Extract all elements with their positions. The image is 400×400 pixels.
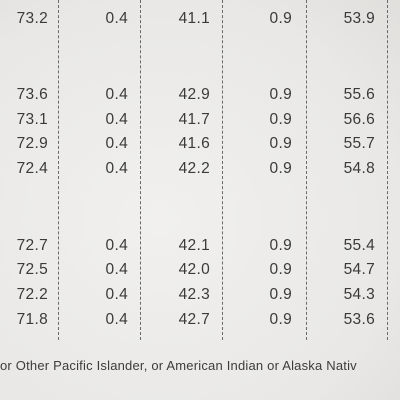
table-cell: 0.4 bbox=[105, 237, 128, 254]
table-cell: 55.7 bbox=[343, 135, 375, 152]
table-row: 72.9 0.4 41.6 0.9 55.7 bbox=[0, 133, 400, 155]
table-cell: 54.8 bbox=[343, 160, 375, 177]
table-cell: 53.9 bbox=[343, 10, 375, 27]
table-row: 71.8 0.4 42.7 0.9 53.6 bbox=[0, 309, 400, 331]
table-cell: 0.9 bbox=[269, 160, 292, 177]
table-cell: 0.4 bbox=[105, 135, 128, 152]
table-cell: 54.3 bbox=[343, 286, 375, 303]
column-divider bbox=[306, 0, 307, 340]
footnote: or Other Pacific Islander, or American I… bbox=[0, 358, 357, 373]
table-cell: 71.8 bbox=[16, 311, 48, 328]
table-cell: 56.6 bbox=[343, 111, 375, 128]
table-cell: 54.7 bbox=[343, 261, 375, 278]
table-cell: 42.3 bbox=[178, 286, 210, 303]
table-cell: 0.4 bbox=[105, 160, 128, 177]
table-cell: 0.9 bbox=[269, 10, 292, 27]
table-row: 72.4 0.4 42.2 0.9 54.8 bbox=[0, 158, 400, 180]
table-row: 73.6 0.4 42.9 0.9 55.6 bbox=[0, 84, 400, 106]
column-divider bbox=[140, 0, 141, 340]
column-divider bbox=[387, 0, 388, 340]
table-cell: 55.6 bbox=[343, 86, 375, 103]
table-cell: 0.9 bbox=[269, 261, 292, 278]
table-cell: 42.1 bbox=[178, 237, 210, 254]
table-cell: 0.9 bbox=[269, 237, 292, 254]
table-cell: 72.9 bbox=[16, 135, 48, 152]
table-cell: 55.4 bbox=[343, 237, 375, 254]
table-cell: 0.9 bbox=[269, 311, 292, 328]
table-cell: 42.7 bbox=[178, 311, 210, 328]
table-cell: 0.4 bbox=[105, 311, 128, 328]
table-cell: 0.4 bbox=[105, 10, 128, 27]
table-cell: 0.9 bbox=[269, 111, 292, 128]
table-row: 73.2 0.4 41.1 0.9 53.9 bbox=[0, 8, 400, 30]
table-cell: 0.9 bbox=[269, 86, 292, 103]
column-divider bbox=[58, 0, 59, 340]
table-cell: 0.4 bbox=[105, 111, 128, 128]
table-cell: 41.1 bbox=[178, 10, 210, 27]
table-cell: 72.4 bbox=[16, 160, 48, 177]
table-row: 72.5 0.4 42.0 0.9 54.7 bbox=[0, 259, 400, 281]
column-divider bbox=[222, 0, 223, 340]
table-cell: 41.7 bbox=[178, 111, 210, 128]
table-row: 73.1 0.4 41.7 0.9 56.6 bbox=[0, 109, 400, 131]
table-cell: 73.6 bbox=[16, 86, 48, 103]
table-cell: 73.2 bbox=[16, 10, 48, 27]
table-cell: 73.1 bbox=[16, 111, 48, 128]
table-cell: 42.2 bbox=[178, 160, 210, 177]
table-cell: 0.4 bbox=[105, 261, 128, 278]
table-row: 72.7 0.4 42.1 0.9 55.4 bbox=[0, 235, 400, 257]
table-cell: 0.9 bbox=[269, 135, 292, 152]
table-cell: 0.4 bbox=[105, 86, 128, 103]
table-cell: 72.2 bbox=[16, 286, 48, 303]
table-row: 72.2 0.4 42.3 0.9 54.3 bbox=[0, 284, 400, 306]
table-cell: 53.6 bbox=[343, 311, 375, 328]
table-cell: 72.5 bbox=[16, 261, 48, 278]
table-cell: 0.4 bbox=[105, 286, 128, 303]
table-cell: 42.0 bbox=[178, 261, 210, 278]
table-cell: 41.6 bbox=[178, 135, 210, 152]
table-cell: 42.9 bbox=[178, 86, 210, 103]
table-cell: 0.9 bbox=[269, 286, 292, 303]
table-cell: 72.7 bbox=[16, 237, 48, 254]
